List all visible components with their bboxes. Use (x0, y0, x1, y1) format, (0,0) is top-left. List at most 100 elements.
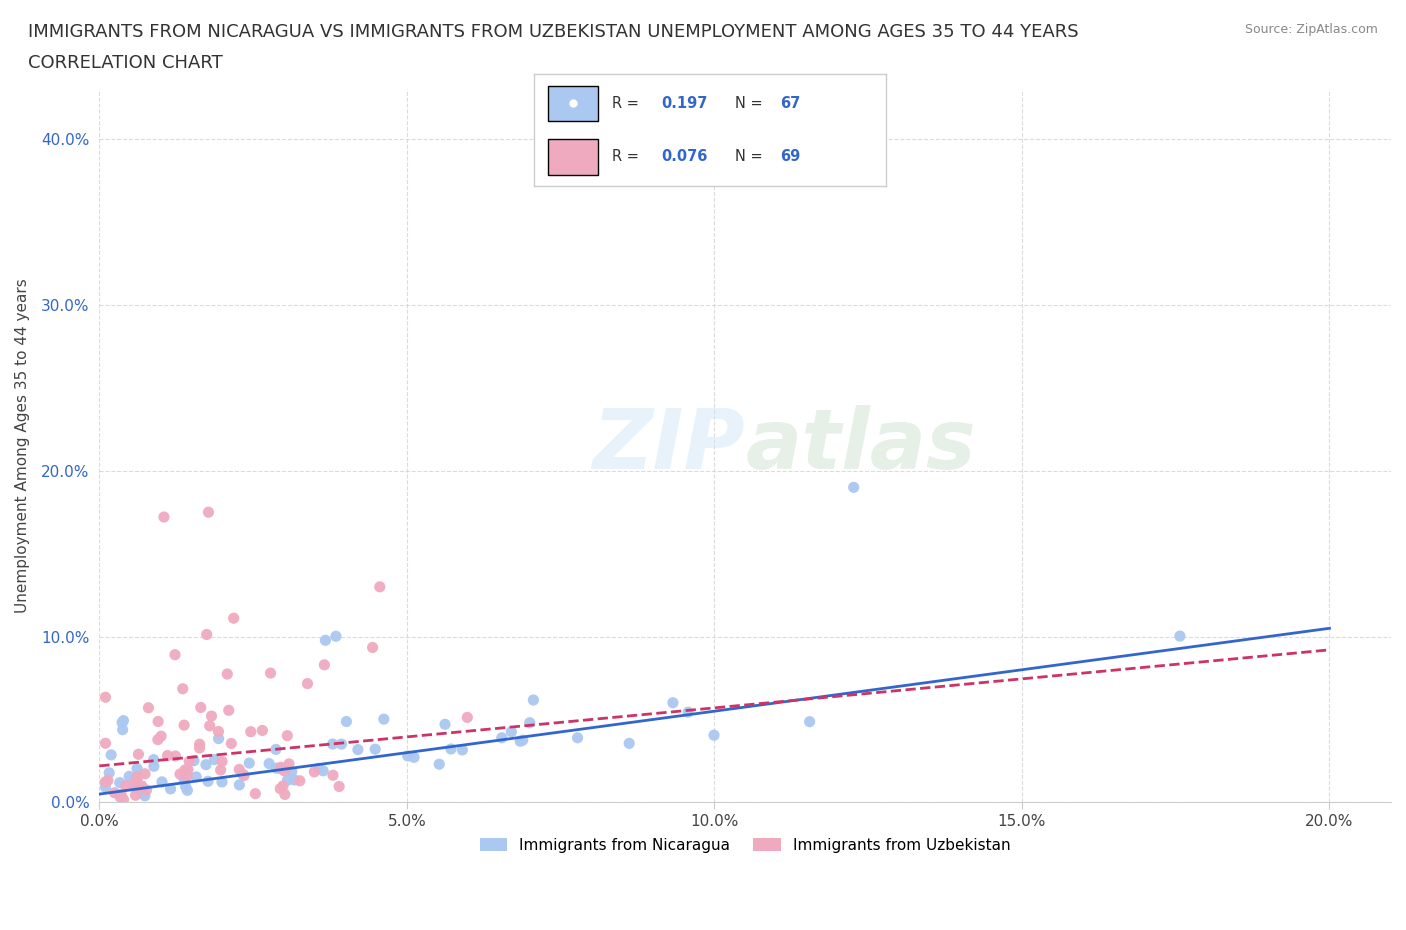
Point (122, 777, 145, 791)
Point (619, 736, 641, 751)
Text: 0.076: 0.076 (661, 150, 707, 165)
Point (146, 732, 169, 747)
FancyBboxPatch shape (548, 140, 598, 175)
Point (112, 792, 135, 807)
Point (842, 480, 865, 495)
Point (173, 718, 195, 733)
Point (153, 510, 176, 525)
Point (330, 737, 353, 751)
FancyBboxPatch shape (548, 86, 598, 121)
Text: 0.197: 0.197 (661, 96, 707, 111)
Point (176, 783, 198, 798)
Point (314, 658, 336, 672)
Point (1168, 629, 1191, 644)
Point (404, 750, 426, 764)
Point (202, 752, 225, 767)
Text: N =: N = (734, 96, 766, 111)
Point (676, 705, 699, 720)
Point (183, 753, 205, 768)
Legend: Immigrants from Nicaragua, Immigrants from Uzbekistan: Immigrants from Nicaragua, Immigrants fr… (474, 831, 1017, 859)
Point (451, 742, 474, 757)
Point (100, 748, 122, 763)
Point (373, 711, 395, 726)
Text: 67: 67 (780, 96, 800, 111)
Point (222, 611, 245, 626)
Point (703, 728, 725, 743)
Point (335, 714, 357, 729)
Point (186, 769, 208, 784)
Point (361, 640, 384, 655)
Point (124, 788, 146, 803)
Point (304, 764, 326, 779)
Point (150, 775, 173, 790)
Point (198, 718, 221, 733)
Point (567, 730, 589, 745)
Point (179, 754, 201, 769)
Y-axis label: Unemployment Among Ages 35 to 44 years: Unemployment Among Ages 35 to 44 years (15, 278, 30, 613)
Point (799, 714, 821, 729)
Point (322, 737, 344, 751)
Point (174, 779, 197, 794)
Point (347, 742, 370, 757)
Point (322, 768, 344, 783)
Point (197, 505, 219, 520)
Point (156, 748, 179, 763)
Point (110, 790, 132, 804)
Point (176, 768, 198, 783)
Point (278, 756, 301, 771)
Point (128, 781, 150, 796)
Point (197, 774, 219, 789)
Point (328, 779, 350, 794)
Text: R =: R = (612, 96, 643, 111)
Point (125, 779, 148, 794)
Point (271, 778, 294, 793)
Text: 69: 69 (780, 150, 800, 165)
Point (188, 740, 211, 755)
Point (138, 700, 160, 715)
Point (112, 713, 135, 728)
Point (209, 763, 232, 777)
Point (269, 781, 291, 796)
Point (211, 775, 233, 790)
Point (270, 762, 292, 777)
Point (207, 724, 229, 739)
Point (159, 781, 181, 796)
Point (368, 579, 391, 594)
Point (94, 736, 117, 751)
Point (169, 766, 191, 781)
Point (177, 762, 200, 777)
Point (456, 710, 478, 724)
Point (297, 676, 319, 691)
Point (273, 764, 295, 778)
Point (264, 742, 287, 757)
Point (115, 778, 138, 793)
Point (163, 647, 186, 662)
Point (135, 782, 157, 797)
Point (200, 709, 222, 724)
Text: atlas: atlas (745, 405, 976, 486)
Point (94, 690, 117, 705)
Point (522, 693, 544, 708)
Point (172, 682, 194, 697)
Point (94, 775, 117, 790)
Point (228, 777, 250, 792)
Point (110, 787, 132, 802)
Point (111, 715, 134, 730)
Point (195, 627, 218, 642)
Point (211, 754, 233, 769)
Point (150, 729, 173, 744)
Point (217, 667, 239, 682)
Point (434, 717, 457, 732)
Point (146, 714, 169, 729)
Point (427, 757, 450, 772)
Point (308, 761, 330, 776)
Point (94, 779, 117, 794)
Point (239, 724, 262, 739)
Point (245, 786, 267, 801)
Point (132, 786, 155, 801)
Point (207, 731, 229, 746)
Point (228, 762, 250, 777)
Text: IMMIGRANTS FROM NICARAGUA VS IMMIGRANTS FROM UZBEKISTAN UNEMPLOYMENT AMONG AGES : IMMIGRANTS FROM NICARAGUA VS IMMIGRANTS … (28, 23, 1078, 41)
Point (270, 760, 292, 775)
Point (94, 775, 117, 790)
